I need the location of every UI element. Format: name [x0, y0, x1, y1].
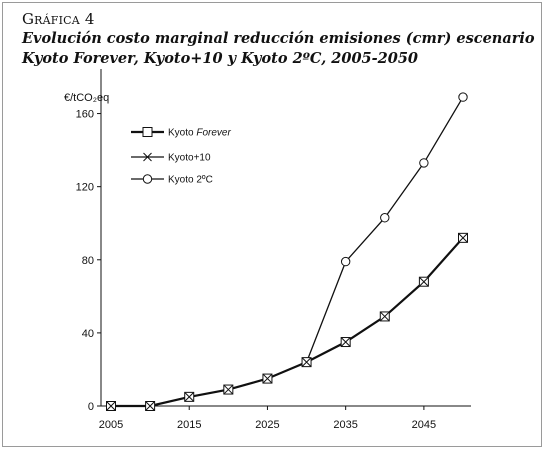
- data-point: [223, 385, 233, 394]
- y-tick-label: 0: [88, 401, 94, 413]
- y-tick-label: 160: [76, 109, 94, 121]
- series-line: [111, 237, 464, 407]
- legend-label: Kyoto Forever: [168, 128, 231, 139]
- data-point: [380, 312, 390, 321]
- series-line: [111, 96, 464, 407]
- figure-label: Gráfica 4: [22, 10, 95, 28]
- figure-title-line-1: Evolución costo marginal reducción emisi…: [22, 30, 535, 47]
- x-tick-label: 2015: [177, 419, 201, 431]
- figure-title-line-2: Kyoto Forever, Kyoto+10 y Kyoto 2ºC, 200…: [22, 50, 419, 67]
- data-point: [419, 158, 429, 168]
- data-point: [458, 233, 468, 243]
- data-point: [106, 401, 116, 411]
- y-tick-label: 120: [76, 182, 94, 194]
- data-point: [184, 392, 194, 402]
- legend-marker: [142, 127, 153, 137]
- legend-label: Kyoto+10: [168, 153, 211, 164]
- data-point: [458, 92, 468, 102]
- x-tick-label: 2045: [412, 419, 436, 431]
- y-axis-unit-label: €/tCO₂eq: [64, 92, 109, 104]
- y-tick-label: 40: [82, 328, 94, 340]
- data-point: [419, 277, 429, 287]
- legend-marker: [143, 152, 152, 162]
- y-tick-label: 80: [82, 255, 94, 267]
- data-point: [380, 213, 390, 223]
- x-tick-label: 2005: [99, 419, 123, 431]
- x-tick-label: 2025: [255, 419, 279, 431]
- data-point: [340, 256, 351, 267]
- x-tick-label: 2035: [333, 419, 357, 431]
- data-point: [145, 401, 155, 411]
- data-point: [263, 374, 272, 383]
- data-point: [341, 337, 351, 347]
- legend-marker: [142, 174, 153, 184]
- series-line: [111, 237, 464, 408]
- figure-frame: [2, 2, 542, 447]
- legend-label: Kyoto 2ºC: [168, 175, 213, 186]
- figure-heading: Gráfica 4 Evolución costo marginal reduc…: [22, 10, 535, 69]
- data-point: [302, 357, 311, 367]
